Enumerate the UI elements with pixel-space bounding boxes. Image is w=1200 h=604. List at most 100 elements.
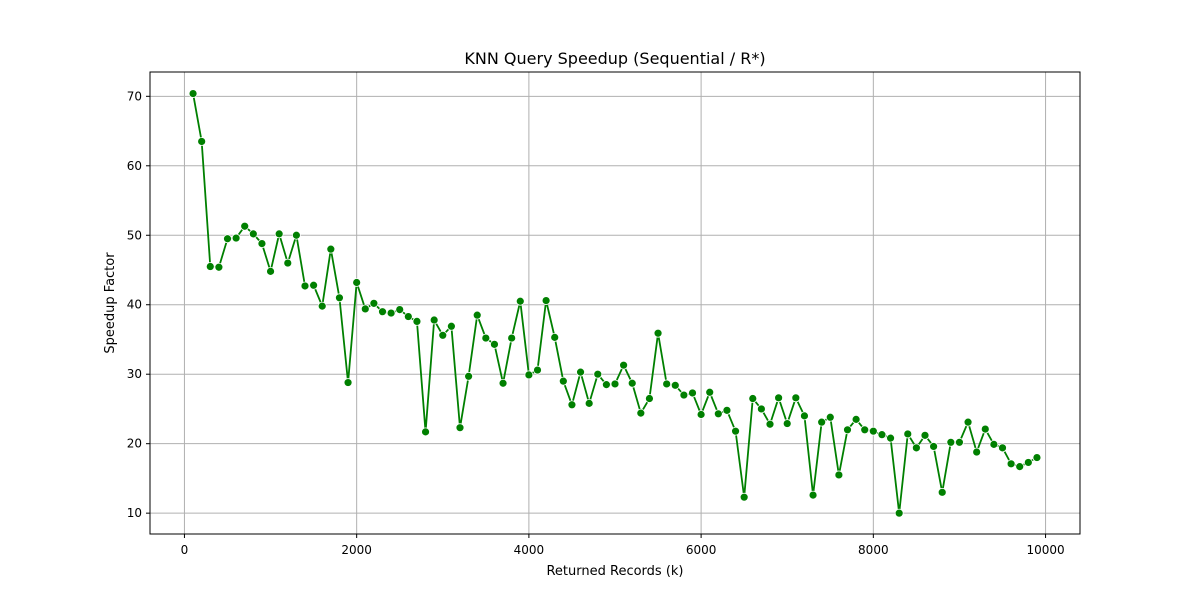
data-point xyxy=(188,89,198,98)
data-point xyxy=(490,339,499,349)
data-point xyxy=(403,312,413,321)
data-point xyxy=(421,427,430,437)
data-point xyxy=(645,394,654,403)
data-point xyxy=(808,490,818,500)
plot-frame xyxy=(149,71,1081,535)
y-tick-label: 50 xyxy=(127,228,142,242)
data-point xyxy=(955,437,964,447)
data-point xyxy=(378,307,387,317)
x-axis-ticks: 0 2000 4000 6000 8000 10000 xyxy=(181,534,1065,557)
y-tick-label: 30 xyxy=(127,367,142,381)
data-point xyxy=(903,429,913,439)
data-point xyxy=(412,317,422,326)
y-tick-label: 70 xyxy=(127,89,142,103)
data-point xyxy=(739,492,749,502)
data-point xyxy=(774,393,784,403)
data-point xyxy=(817,417,827,427)
data-point xyxy=(756,404,766,414)
data-point xyxy=(662,379,672,389)
data-point xyxy=(300,281,310,291)
data-point xyxy=(688,388,697,398)
data-point xyxy=(205,262,215,271)
data-point xyxy=(197,137,207,146)
data-point xyxy=(317,301,327,311)
y-tick-label: 40 xyxy=(127,298,142,312)
data-point xyxy=(446,321,456,331)
data-point xyxy=(696,410,706,419)
data-point xyxy=(1015,462,1025,472)
data-point xyxy=(395,305,405,315)
data-point xyxy=(1023,458,1033,467)
data-point xyxy=(352,278,362,287)
chart-title: KNN Query Speedup (Sequential / R*) xyxy=(464,49,765,68)
x-tick-label: 2000 xyxy=(341,543,372,557)
data-point xyxy=(231,233,241,243)
data-point xyxy=(455,423,465,433)
data-point xyxy=(636,408,646,418)
data-point xyxy=(894,508,904,518)
data-point xyxy=(1032,453,1042,462)
data-point xyxy=(214,262,224,272)
data-point xyxy=(619,360,629,370)
data-point xyxy=(834,470,844,480)
data-point xyxy=(963,417,973,427)
data-point xyxy=(748,394,758,403)
data-point xyxy=(860,425,870,435)
data-point xyxy=(627,378,637,388)
data-point xyxy=(524,370,534,380)
data-point xyxy=(533,365,542,375)
data-point xyxy=(713,409,723,419)
y-axis-ticks: 10 20 30 40 50 60 70 xyxy=(127,89,150,520)
data-point xyxy=(343,378,353,387)
data-point xyxy=(438,330,448,340)
data-point xyxy=(257,239,267,249)
data-point xyxy=(998,443,1007,453)
data-point xyxy=(679,390,689,400)
data-point xyxy=(791,393,801,403)
data-point xyxy=(481,333,491,343)
data-point xyxy=(610,379,620,389)
data-point xyxy=(283,258,293,268)
data-point xyxy=(972,447,982,457)
data-point xyxy=(223,234,232,244)
x-axis-label: Returned Records (k) xyxy=(546,564,683,579)
data-point xyxy=(464,371,474,381)
data-point xyxy=(567,400,577,410)
data-point xyxy=(911,443,921,453)
data-point xyxy=(274,229,284,239)
data-point xyxy=(386,308,396,318)
data-point xyxy=(946,437,956,447)
data-point xyxy=(498,378,508,388)
data-point xyxy=(266,266,275,276)
data-point xyxy=(593,369,603,379)
data-point xyxy=(507,333,517,343)
series-layer xyxy=(188,89,1042,518)
data-point xyxy=(576,367,585,377)
data-point xyxy=(309,280,319,290)
data-point xyxy=(541,296,551,305)
data-point xyxy=(369,298,379,308)
data-point xyxy=(929,442,939,451)
data-point xyxy=(782,419,792,428)
data-point xyxy=(877,430,887,440)
data-point xyxy=(653,328,663,338)
data-point xyxy=(240,221,250,231)
data-point xyxy=(765,419,775,429)
data-point xyxy=(825,412,835,422)
data-point xyxy=(920,430,930,440)
x-tick-label: 0 xyxy=(181,543,189,557)
data-point xyxy=(360,304,370,314)
y-axis-label: Speedup Factor xyxy=(103,252,118,354)
data-point xyxy=(670,380,680,390)
y-tick-label: 10 xyxy=(127,506,142,520)
data-point xyxy=(550,332,560,342)
data-point xyxy=(291,230,301,240)
x-tick-label: 4000 xyxy=(514,543,545,557)
data-point xyxy=(989,439,999,449)
y-tick-label: 20 xyxy=(127,437,142,451)
data-point xyxy=(886,433,895,443)
data-point xyxy=(429,315,439,325)
data-point xyxy=(1006,459,1016,469)
